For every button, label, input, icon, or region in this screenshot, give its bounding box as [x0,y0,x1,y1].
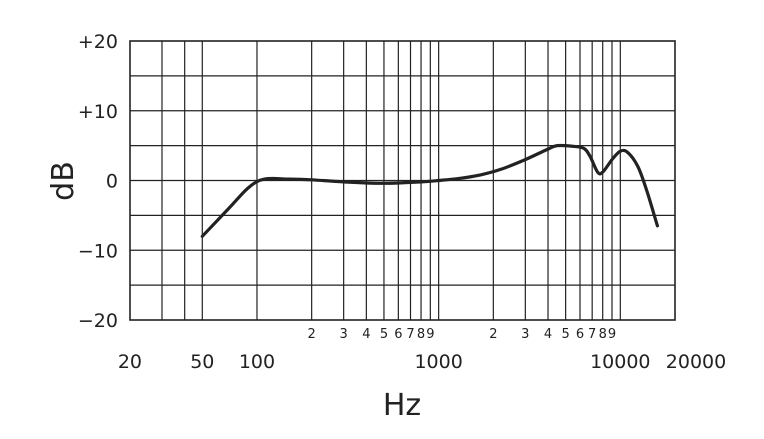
x-major-tick-labels: 20 50 100 1000 10000 20000 [118,351,726,373]
x-axis-title: Hz [383,388,421,423]
x-minor-tick-label: 6 [394,327,402,342]
grid [130,41,675,320]
x-minor-tick-label: 2 [489,327,497,342]
x-minor-tick-label: 6 [576,327,584,342]
x-tick-label: 50 [190,351,214,373]
y-tick-label: +20 [78,31,118,53]
x-tick-label: 100 [239,351,275,373]
response-curve [200,143,659,238]
y-tick-label: 0 [106,171,118,193]
x-minor-tick-label: 7 [406,327,414,342]
y-tick-labels: +20 +10 0 −10 −20 [78,31,118,332]
x-minor-tick-label: 3 [340,327,348,342]
x-minor-tick-label: 8 [599,327,607,342]
x-minor-tick-label: 8 [417,327,425,342]
y-tick-label: +10 [78,101,118,123]
series-layer [200,143,659,238]
x-minor-tick-label: 4 [544,327,552,342]
y-axis-title: dB [46,161,81,201]
x-tick-label: 20000 [666,351,726,373]
x-tick-label: 20 [118,351,142,373]
x-minor-tick-label: 9 [608,327,616,342]
y-tick-label: −20 [78,310,118,332]
x-minor-tick-label: 5 [380,327,388,342]
y-tick-label: −10 [78,240,118,262]
x-minor-tick-label: 5 [561,327,569,342]
x-minor-tick-label: 2 [308,327,316,342]
x-minor-tick-label: 4 [362,327,370,342]
x-minor-tick-label: 7 [588,327,596,342]
x-tick-label: 1000 [414,351,462,373]
plot-frame [129,40,676,321]
x-minor-tick-label: 9 [426,327,434,342]
x-tick-label: 10000 [590,351,650,373]
x-minor-tick-label: 3 [521,327,529,342]
